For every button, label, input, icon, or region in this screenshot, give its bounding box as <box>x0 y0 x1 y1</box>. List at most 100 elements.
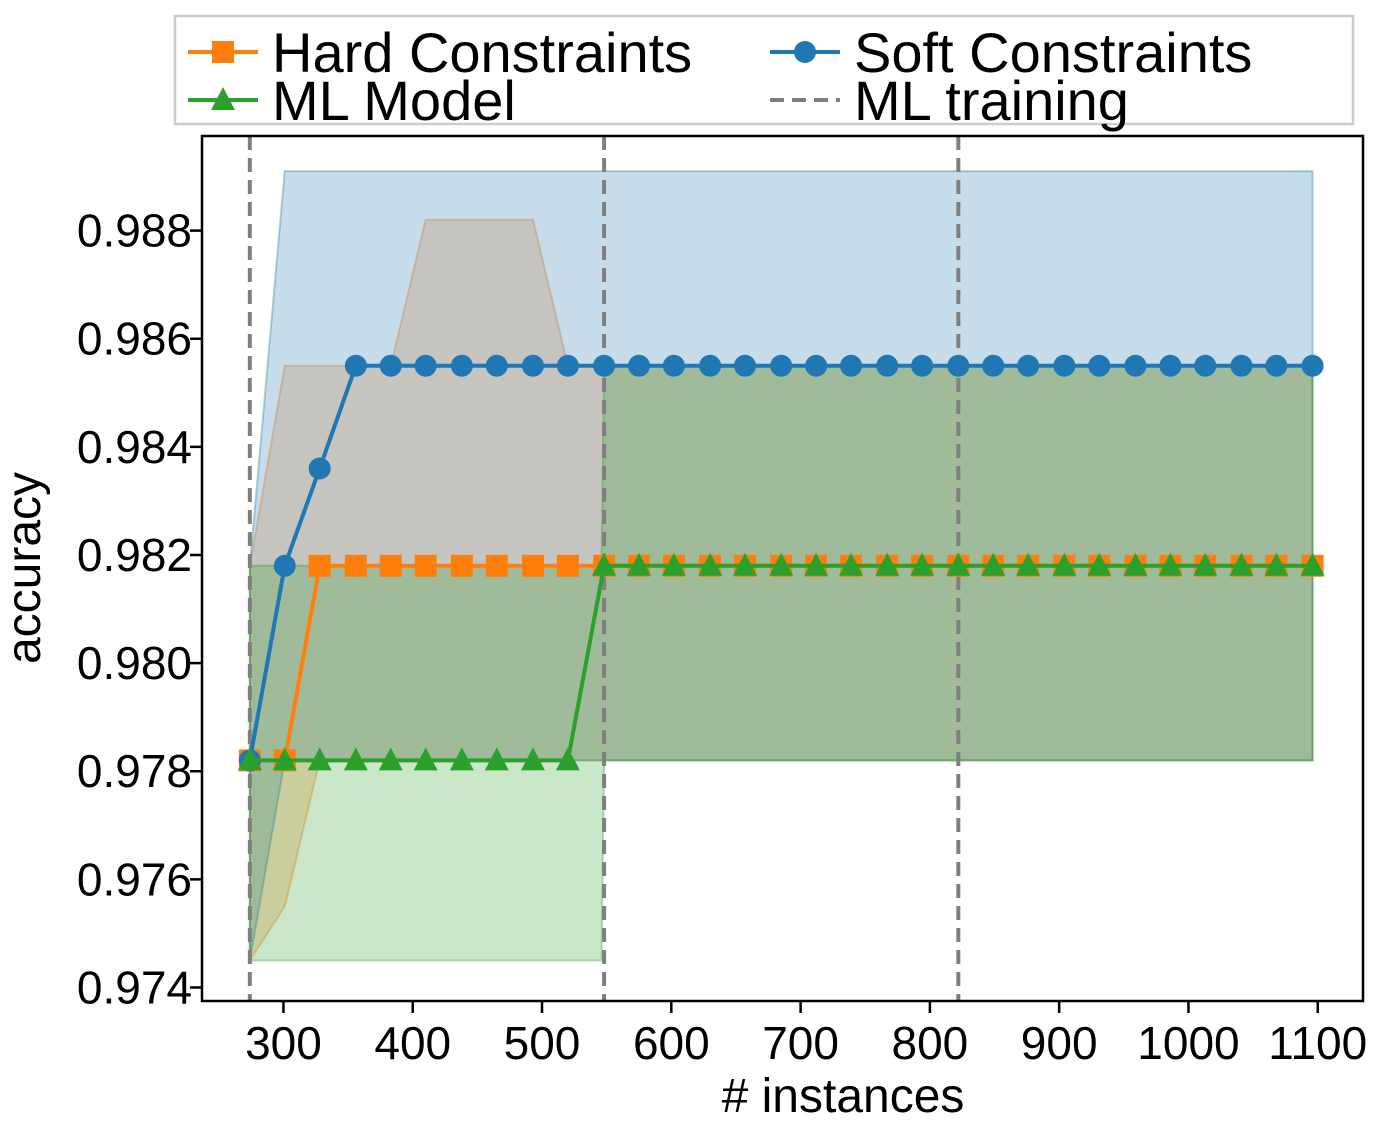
ml-point-27 <box>1193 552 1218 576</box>
x-axis-label: # instances <box>722 1070 965 1123</box>
hard-point-2 <box>308 554 331 577</box>
ml-point-1 <box>272 747 297 771</box>
x-tick-label-0: 300 <box>245 1017 322 1069</box>
y-tick-label-5: 0.984 <box>77 421 192 473</box>
hard-point-7 <box>485 554 508 577</box>
hard-point-4 <box>379 554 402 577</box>
ml-point-18 <box>875 552 900 576</box>
soft-point-22 <box>1017 354 1040 377</box>
ml-point-30 <box>1300 552 1325 576</box>
x-tick-label-4: 700 <box>762 1017 839 1069</box>
soft-point-29 <box>1265 354 1288 377</box>
ml-point-21 <box>981 552 1006 576</box>
ml-point-7 <box>484 747 509 771</box>
ml-training-lines <box>247 136 961 1001</box>
ml-point-29 <box>1264 552 1289 576</box>
soft-point-19 <box>911 354 934 377</box>
y-tick-label-3: 0.980 <box>77 637 192 689</box>
hard-point-3 <box>344 554 367 577</box>
soft-point-20 <box>947 354 970 377</box>
legend-label-1: Soft Constraints <box>854 21 1252 84</box>
y-tick-label-7: 0.988 <box>77 205 192 257</box>
soft-point-26 <box>1159 354 1182 377</box>
ml-point-0 <box>237 747 262 771</box>
soft-point-15 <box>770 354 793 377</box>
soft-point-1 <box>273 554 296 577</box>
legend-label-3: ML training <box>854 69 1129 132</box>
soft-point-17 <box>840 354 863 377</box>
soft-point-12 <box>662 354 685 377</box>
soft-point-14 <box>734 354 757 377</box>
soft-point-21 <box>982 354 1005 377</box>
ml-point-3 <box>343 747 368 771</box>
soft-point-16 <box>805 354 828 377</box>
ml-point-10 <box>592 552 617 576</box>
ml-point-13 <box>698 552 723 576</box>
ml-point-14 <box>733 552 758 576</box>
y-axis: 0.974 0.976 0.978 0.980 0.982 0.984 0.986 0.988 <box>77 205 202 1013</box>
soft-point-13 <box>699 354 722 377</box>
soft-point-6 <box>450 354 473 377</box>
ml-point-9 <box>555 747 580 771</box>
y-tick-label-4: 0.982 <box>77 529 192 581</box>
soft-point-25 <box>1124 354 1147 377</box>
ml-point-15 <box>769 552 794 576</box>
ml-point-28 <box>1229 552 1254 576</box>
y-tick-label-1: 0.976 <box>77 853 192 905</box>
ml-point-12 <box>661 552 686 576</box>
hard-point-6 <box>450 554 473 577</box>
ml-point-23 <box>1052 552 1077 576</box>
ml-point-20 <box>946 552 971 576</box>
ml-point-26 <box>1158 552 1183 576</box>
soft-point-27 <box>1194 354 1217 377</box>
soft-point-28 <box>1230 354 1253 377</box>
y-axis-label: accuracy <box>0 472 51 664</box>
soft-point-2 <box>308 457 331 480</box>
soft-point-7 <box>485 354 508 377</box>
y-tick-label-6: 0.986 <box>77 313 192 365</box>
hard-point-8 <box>521 554 544 577</box>
soft-point-23 <box>1053 354 1076 377</box>
x-axis: 300 400 500 600 700 800 900 1000 1100 <box>245 1001 1367 1069</box>
x-tick-label-5: 800 <box>892 1017 969 1069</box>
legend-marker-2 <box>211 87 235 110</box>
soft-point-10 <box>593 354 616 377</box>
ml-point-6 <box>449 747 474 771</box>
y-tick-label-2: 0.978 <box>77 745 192 797</box>
x-tick-label-8: 1100 <box>1268 1017 1367 1069</box>
soft-point-8 <box>521 354 544 377</box>
soft-point-4 <box>379 354 402 377</box>
ml-point-22 <box>1016 552 1041 576</box>
soft-point-30 <box>1301 354 1324 377</box>
legend: Hard Constraints Soft Constraints ML Model… <box>173 14 1355 132</box>
soft-point-3 <box>344 354 367 377</box>
ml-point-8 <box>520 747 545 771</box>
x-tick-label-7: 1000 <box>1137 1017 1239 1069</box>
ml-point-11 <box>626 552 651 576</box>
ml-point-5 <box>413 747 438 771</box>
x-tick-label-3: 600 <box>633 1017 710 1069</box>
x-tick-label-6: 900 <box>1021 1017 1098 1069</box>
ml-point-4 <box>378 747 403 771</box>
plot-frame <box>200 134 1365 1003</box>
legend-marker-1 <box>794 41 816 63</box>
legend-box <box>173 14 1355 126</box>
x-tick-label-1: 400 <box>374 1017 451 1069</box>
ml-point-24 <box>1087 552 1112 576</box>
soft-point-9 <box>556 354 579 377</box>
soft-point-24 <box>1088 354 1111 377</box>
soft-point-18 <box>876 354 899 377</box>
series-lines <box>237 354 1325 772</box>
legend-marker-0 <box>212 41 234 63</box>
ml-point-2 <box>307 747 332 771</box>
ml-point-17 <box>839 552 864 576</box>
ml-point-19 <box>910 552 935 576</box>
y-tick-label-0: 0.974 <box>77 961 192 1013</box>
soft-point-5 <box>414 354 437 377</box>
x-tick-label-2: 500 <box>504 1017 581 1069</box>
soft-point-11 <box>627 354 650 377</box>
legend-label-0: Hard Constraints <box>272 21 692 84</box>
legend-label-2: ML Model <box>272 69 516 132</box>
ml-point-16 <box>804 552 829 576</box>
